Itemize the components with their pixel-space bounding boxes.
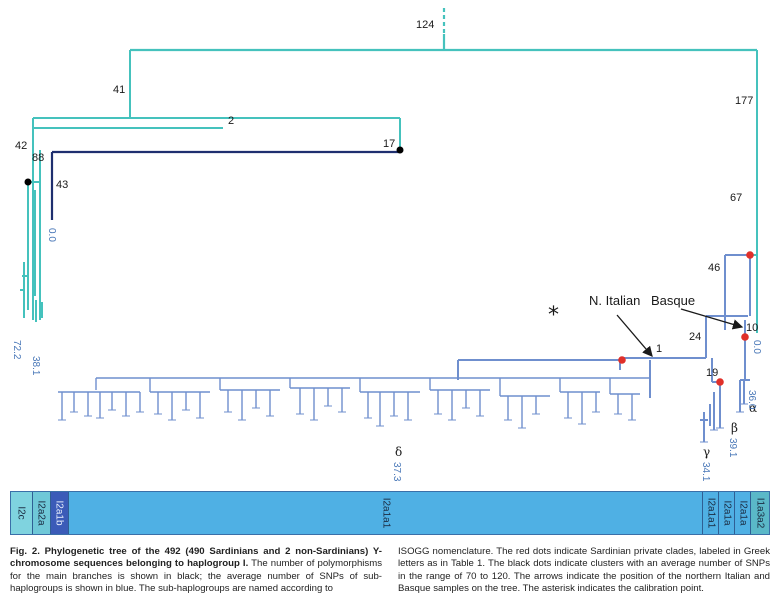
figure-caption: Fig. 2. Phylogenetic tree of the 492 (49… [10,546,770,596]
haplogroup-segment: I2a1a1 [703,492,720,534]
red-dot [746,251,754,259]
red-dot [741,333,749,341]
delta-clade-branches [58,377,650,428]
caption-right-column: ISOGG nomenclature. The red dots indicat… [398,546,770,596]
label-2: 2 [228,115,234,127]
greek-beta: β [731,421,738,435]
root-branch [130,8,757,52]
haplogroup-segment: I2a1a [719,492,736,534]
label-1: 1 [656,343,662,355]
phylogenetic-tree: 124 41 177 2 42 88 17 43 67 46 24 10 19 … [11,8,762,482]
caption-title: Fig. 2. Phylogenetic tree of the 492 (49… [10,546,382,570]
sample-arrows [616,308,744,357]
haplogroup-segment: I2a1b [50,492,69,534]
avg-alpha: 36.0 [746,390,757,410]
haplogroup-label: I2a1a [721,500,733,526]
label-177: 177 [735,95,753,107]
haplogroup-label: I2a1a [737,500,749,526]
label-41: 41 [113,84,125,96]
label-17: 17 [383,138,395,150]
basque-label: Basque [651,293,695,308]
label-67: 67 [730,192,742,204]
haplogroup-label: I2a2a [35,500,47,526]
caption-right-text: ISOGG nomenclature. The red dots indicat… [398,546,770,595]
haplogroup-segment: I2a1a [735,492,752,534]
label-43: 43 [56,179,68,191]
label-19: 19 [706,367,718,379]
avg-i2c: 72.2 [11,340,22,360]
i2a1b-branch [50,150,400,220]
avg-beta: 39.1 [727,438,738,458]
label-124: 124 [416,19,434,31]
haplogroup-label: I1a3a2 [754,497,766,529]
avg-i1a3a2: 0.0 [751,340,762,354]
caption-left-text: The number of polymorphisms for the main… [10,558,382,595]
avg-delta: 37.3 [391,462,402,482]
label-46: 46 [708,262,720,274]
black-dot [396,146,404,154]
avg-gamma: 34.1 [700,462,711,482]
red-dot [716,378,724,386]
black-dot [24,178,32,186]
label-10: 10 [746,322,758,334]
caption-left-column: Fig. 2. Phylogenetic tree of the 492 (49… [10,546,382,596]
red-dot [618,356,626,364]
delta-clade-tips [58,403,748,443]
greek-alpha: α [749,401,757,415]
n-italian-label: N. Italian [589,293,640,308]
greek-delta: δ [395,445,402,459]
haplogroup-label: I2a1a1 [380,497,391,529]
avg-i2a1b: 0.0 [46,228,57,242]
greek-gamma: γ [703,445,710,459]
haplogroup-segment: I2c [11,492,33,534]
haplogroup-segment: I1a3a2 [751,492,769,534]
cluster-dots [24,146,754,386]
haplogroup-label: I2a1a1 [705,497,717,529]
haplogroup-segment: I2a1a1 [68,492,704,534]
haplogroup-label: I2c [15,506,27,520]
label-42: 42 [15,140,27,152]
i2a1a-branches [457,254,751,442]
label-24: 24 [689,331,701,343]
haplogroup-bar: I2c I2a2a I2a1b I2a1a1 I2a1a1 I2a1a I2a1… [10,491,770,535]
haplogroup-label: I2a1b [53,500,65,526]
right-clade-branches [750,50,758,333]
asterisk-calibration: * [548,303,559,328]
avg-i2a2a: 38.1 [30,356,41,376]
haplogroup-segment: I2a2a [32,492,51,534]
label-88: 88 [32,152,44,164]
left-clade-branches [20,50,401,322]
